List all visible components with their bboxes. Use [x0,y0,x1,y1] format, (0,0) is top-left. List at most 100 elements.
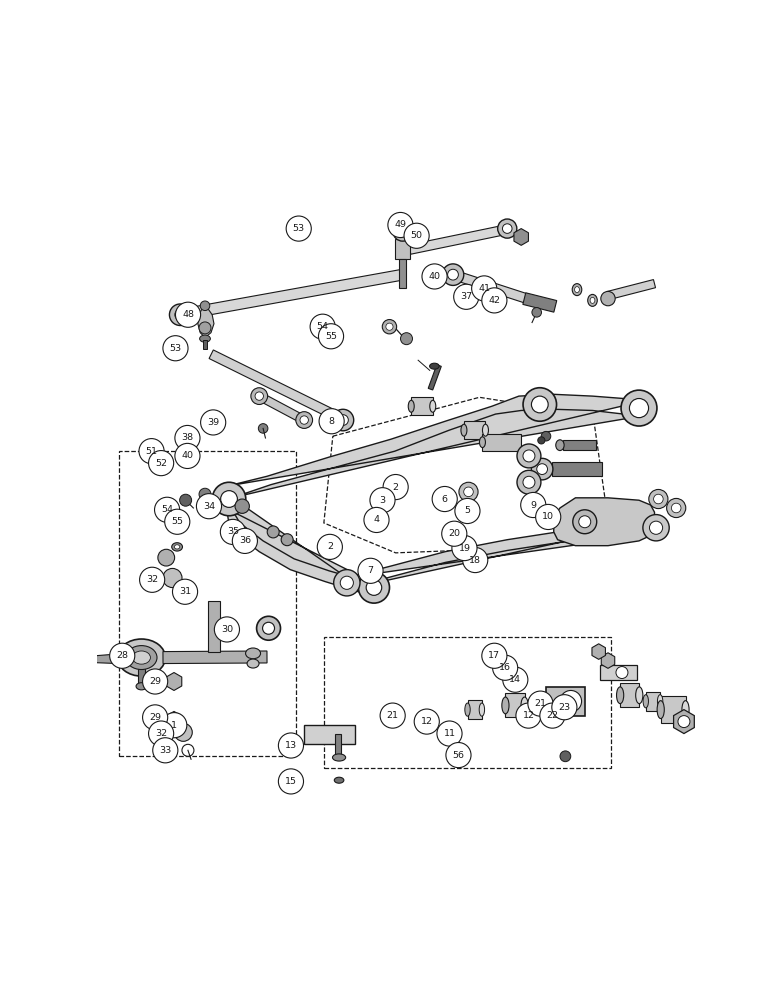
Circle shape [279,733,303,758]
Circle shape [358,558,383,583]
Circle shape [358,572,390,603]
Ellipse shape [174,545,180,549]
Circle shape [256,616,280,640]
Text: 55: 55 [325,332,337,341]
Text: 1: 1 [171,721,178,730]
FancyBboxPatch shape [546,687,585,716]
Circle shape [464,487,473,497]
Circle shape [196,494,222,519]
Ellipse shape [682,701,689,719]
Text: 20: 20 [449,529,460,538]
Ellipse shape [587,294,598,306]
Ellipse shape [521,697,528,714]
Ellipse shape [502,697,509,714]
Circle shape [415,709,439,734]
Circle shape [215,617,239,642]
Circle shape [286,216,311,241]
Text: 2: 2 [327,542,333,551]
Circle shape [319,409,344,434]
Polygon shape [554,498,655,546]
Circle shape [472,276,496,301]
Circle shape [221,491,238,507]
Text: 32: 32 [155,729,168,738]
Circle shape [442,521,467,546]
Circle shape [153,738,178,763]
Ellipse shape [572,284,582,296]
Circle shape [678,716,690,728]
Circle shape [536,504,560,530]
Bar [428,365,442,390]
Text: 6: 6 [442,495,448,504]
Text: 33: 33 [159,746,171,755]
Polygon shape [601,653,615,668]
Circle shape [172,579,198,604]
Circle shape [531,458,553,480]
Text: 2: 2 [393,483,398,492]
Ellipse shape [334,777,344,783]
Ellipse shape [590,297,595,303]
Circle shape [232,528,257,553]
Ellipse shape [574,287,580,293]
Circle shape [200,301,210,311]
Circle shape [300,416,308,424]
Text: 53: 53 [169,344,181,353]
Circle shape [262,622,275,634]
Polygon shape [399,259,406,288]
Polygon shape [514,229,529,245]
Text: 9: 9 [530,501,537,510]
Text: 37: 37 [460,292,472,301]
Text: 30: 30 [221,625,233,634]
Ellipse shape [408,400,415,412]
Circle shape [520,492,546,518]
Circle shape [629,399,648,418]
Circle shape [454,284,479,309]
Text: 50: 50 [411,231,422,240]
Circle shape [199,322,211,334]
Polygon shape [409,226,500,254]
Text: 52: 52 [155,459,167,468]
Circle shape [560,751,571,762]
Polygon shape [482,434,521,451]
Circle shape [235,499,249,513]
Bar [138,661,145,684]
Circle shape [175,425,200,451]
Circle shape [516,703,541,728]
Text: 55: 55 [171,517,183,526]
Text: 56: 56 [452,751,465,760]
Ellipse shape [245,648,260,659]
Circle shape [281,534,293,546]
Circle shape [621,390,657,426]
Circle shape [175,302,201,327]
Polygon shape [592,644,605,659]
Ellipse shape [482,424,489,436]
Circle shape [386,323,393,330]
Ellipse shape [247,659,259,668]
Circle shape [393,222,412,241]
Circle shape [648,489,668,509]
Circle shape [422,264,447,289]
Polygon shape [209,350,347,424]
Circle shape [498,219,516,238]
Circle shape [643,515,669,541]
Circle shape [174,309,185,320]
Text: 54: 54 [317,322,329,331]
Text: 7: 7 [367,566,374,575]
Circle shape [140,567,164,592]
Polygon shape [452,270,528,303]
Circle shape [164,509,190,534]
Ellipse shape [185,307,191,318]
Text: 36: 36 [239,536,251,545]
Ellipse shape [171,543,182,551]
Text: 34: 34 [203,502,215,511]
Bar [202,340,208,349]
Circle shape [259,424,268,433]
Ellipse shape [429,363,439,369]
Text: 28: 28 [117,651,128,660]
Text: 19: 19 [459,544,470,553]
Circle shape [452,536,477,561]
Bar [324,637,611,768]
Circle shape [455,498,480,524]
Ellipse shape [117,639,165,676]
Circle shape [310,314,335,339]
Ellipse shape [465,703,470,716]
